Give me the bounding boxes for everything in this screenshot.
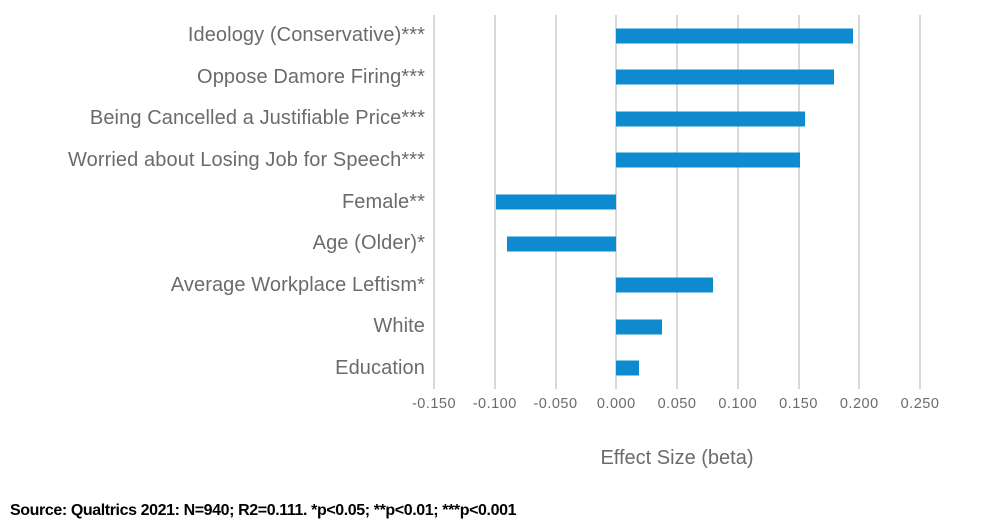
category-label: Worried about Losing Job for Speech*** — [68, 148, 425, 171]
bar-track — [434, 348, 920, 390]
bar — [616, 319, 663, 335]
bar — [495, 194, 617, 210]
bar-track — [434, 223, 920, 265]
x-tick-label: 0.050 — [657, 396, 697, 412]
category-label: Ideology (Conservative)*** — [187, 24, 425, 47]
category-label: Age (Older)* — [312, 232, 425, 255]
gridline — [433, 15, 435, 389]
bar — [616, 152, 800, 168]
category-row: Education — [0, 348, 920, 390]
bar — [616, 28, 854, 44]
gridline — [676, 15, 678, 389]
bar-track — [434, 181, 920, 223]
x-tick-label: 0.200 — [839, 396, 879, 412]
category-label: Average Workplace Leftism* — [170, 273, 425, 296]
category-row: Being Cancelled a Justifiable Price*** — [0, 98, 920, 140]
gridline — [858, 15, 861, 389]
x-tick-label: 0.150 — [779, 396, 818, 412]
x-tick-label: -0.150 — [411, 396, 457, 412]
category-row: Ideology (Conservative)*** — [0, 15, 920, 57]
bar-track — [434, 140, 920, 182]
bar-track — [434, 306, 920, 348]
bar — [616, 360, 640, 376]
bar-track — [434, 15, 920, 57]
x-tick-label: -0.050 — [533, 396, 578, 412]
bar — [616, 69, 834, 85]
category-label: Oppose Damore Firing*** — [197, 65, 425, 88]
rows: Ideology (Conservative)*** Oppose Damore … — [0, 15, 920, 389]
x-tick-labels: -0.150 -0.100 -0.050 0.000 0.050 0.100 0.150 0.… — [412, 396, 939, 414]
category-label: White — [373, 315, 425, 338]
category-label: Being Cancelled a Justifiable Price*** — [89, 107, 425, 130]
gridline — [615, 15, 618, 389]
bar — [506, 236, 617, 252]
gridline — [919, 15, 921, 389]
x-tick-label: -0.100 — [472, 396, 517, 412]
x-tick-label: 0.100 — [718, 396, 758, 412]
category-row: Worried about Losing Job for Speech*** — [0, 140, 920, 182]
category-label: Education — [335, 356, 425, 379]
bar-track — [434, 57, 920, 99]
x-tick-label: 0.250 — [900, 396, 940, 412]
gridline — [797, 15, 800, 389]
x-axis-title: Effect Size (beta) — [600, 447, 754, 469]
x-tick-label: 0.000 — [596, 396, 636, 412]
bar-track — [434, 98, 920, 140]
bar — [616, 277, 714, 293]
gridline — [736, 15, 739, 389]
category-row: Age (Older)* — [0, 223, 920, 265]
gridline — [493, 15, 496, 389]
bar-track — [434, 264, 920, 306]
category-row: Average Workplace Leftism* — [0, 264, 920, 306]
category-row: White — [0, 306, 920, 348]
bar — [616, 111, 805, 127]
category-label: Female** — [341, 190, 425, 213]
source-note: Source: Qualtrics 2021: N=940; R2=0.111.… — [10, 502, 517, 519]
category-row: Female** — [0, 181, 920, 223]
category-row: Oppose Damore Firing*** — [0, 57, 920, 99]
